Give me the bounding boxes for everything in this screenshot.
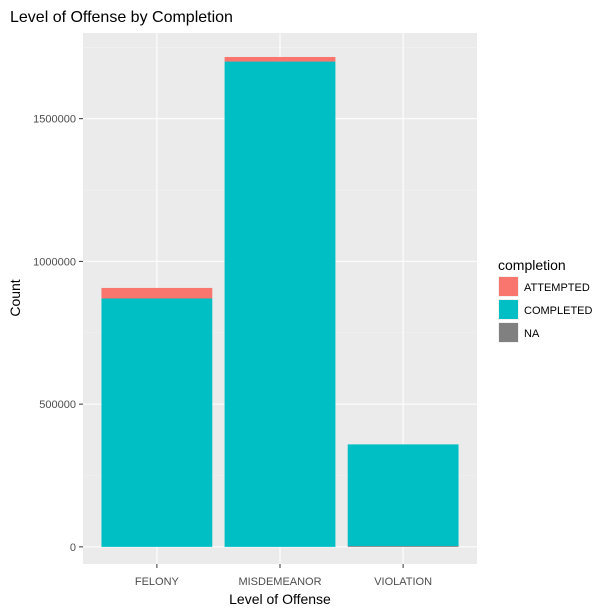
bars-layer — [101, 56, 459, 547]
bar-segment-attempted — [101, 287, 213, 299]
legend-label: COMPLETED — [524, 305, 593, 317]
legend-label: NA — [524, 328, 540, 340]
x-tick-label: MISDEMEANOR — [238, 576, 321, 588]
y-tick-label: 0 — [70, 542, 76, 554]
bar-segment-attempted — [224, 56, 336, 62]
legend-key-attempted — [499, 277, 518, 296]
bar-segment-completed — [224, 61, 336, 547]
legend: completion ATTEMPTED COMPLETED NA — [498, 257, 593, 343]
bar-segment-completed — [347, 444, 459, 547]
y-axis-title: Count — [7, 279, 23, 316]
x-tick-label: VIOLATION — [374, 576, 432, 588]
bar-segment-na — [347, 546, 459, 547]
bar-segment-completed — [101, 298, 213, 547]
x-tick-label: FELONY — [135, 576, 180, 588]
y-tick-label: 500000 — [39, 399, 76, 411]
chart-title: Level of Offense by Completion — [10, 9, 233, 26]
legend-key-na — [499, 323, 518, 342]
y-tick-label: 1000000 — [33, 256, 76, 268]
legend-label: ATTEMPTED — [524, 282, 590, 294]
legend-title: completion — [498, 257, 566, 273]
x-axis: FELONY MISDEMEANOR VIOLATION — [135, 564, 432, 588]
legend-items: ATTEMPTED COMPLETED NA — [498, 276, 593, 343]
x-axis-title: Level of Offense — [229, 591, 331, 607]
y-axis: 0 500000 1000000 1500000 — [33, 114, 83, 554]
y-tick-label: 1500000 — [33, 114, 76, 126]
legend-key-completed — [499, 300, 518, 319]
